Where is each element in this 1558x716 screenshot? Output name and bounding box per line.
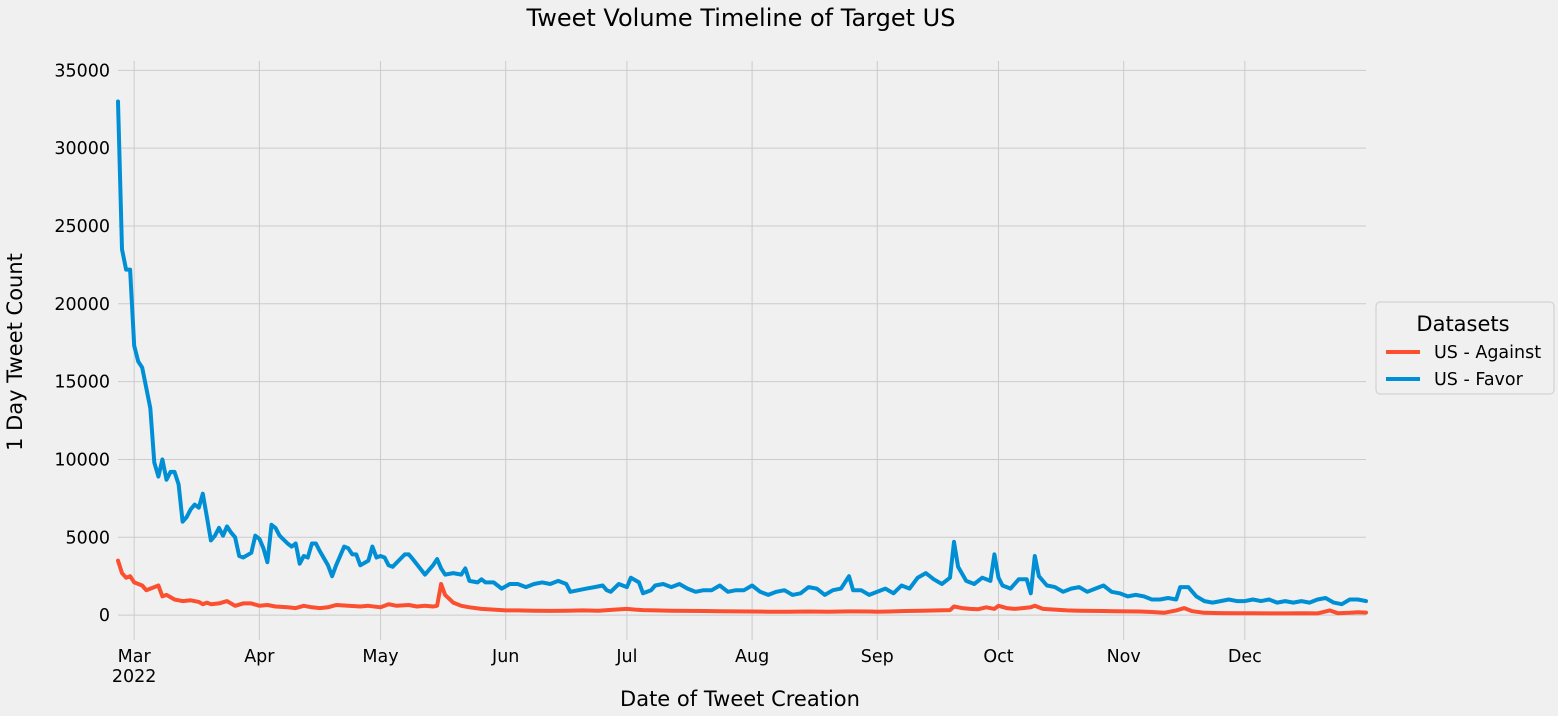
x-tick-label: Sep xyxy=(861,647,894,667)
legend-title: Datasets xyxy=(1416,312,1509,336)
x-tick-label: Apr xyxy=(244,647,275,667)
y-tick-label: 5000 xyxy=(65,528,110,548)
x-tick-label: Nov xyxy=(1107,647,1141,667)
x-tick-label: May xyxy=(362,647,398,667)
x-tick-label: Jul xyxy=(615,647,637,667)
y-tick-label: 20000 xyxy=(54,295,110,315)
legend-frame xyxy=(1375,301,1555,395)
legend-items: US - Against US - Favor xyxy=(1386,343,1541,390)
y-tick-label: 35000 xyxy=(54,61,110,81)
x-tick-label: Oct xyxy=(983,647,1013,667)
grid-lines xyxy=(118,61,1366,640)
x-axis-label: Date of Tweet Creation xyxy=(620,687,860,711)
y-tick-label: 25000 xyxy=(54,217,110,237)
y-tick-label: 0 xyxy=(99,606,110,626)
y-axis-label: 1 Day Tweet Count xyxy=(3,253,27,451)
x-tick-label: Jun xyxy=(491,647,519,667)
legend: Datasets US - Against US - Favor xyxy=(1375,301,1555,395)
legend-label: US - Against xyxy=(1434,343,1541,363)
legend-label: US - Favor xyxy=(1434,370,1524,390)
y-axis-ticks: 0 5000 10000 15000 20000 25000 30000 35000 xyxy=(54,61,110,626)
series-line-us-against xyxy=(116,558,1368,616)
series-line-us-favor xyxy=(116,99,1368,607)
x-tick-label: Dec xyxy=(1228,647,1262,667)
y-tick-label: 10000 xyxy=(54,450,110,470)
x-tick-year-label: 2022 xyxy=(112,667,157,687)
y-tick-label: 15000 xyxy=(54,373,110,393)
y-tick-label: 30000 xyxy=(54,139,110,159)
x-tick-label: Aug xyxy=(735,647,769,667)
x-tick-label: Mar xyxy=(118,647,152,667)
series-lines xyxy=(116,99,1368,616)
chart-title: Tweet Volume Timeline of Target US xyxy=(526,4,956,32)
